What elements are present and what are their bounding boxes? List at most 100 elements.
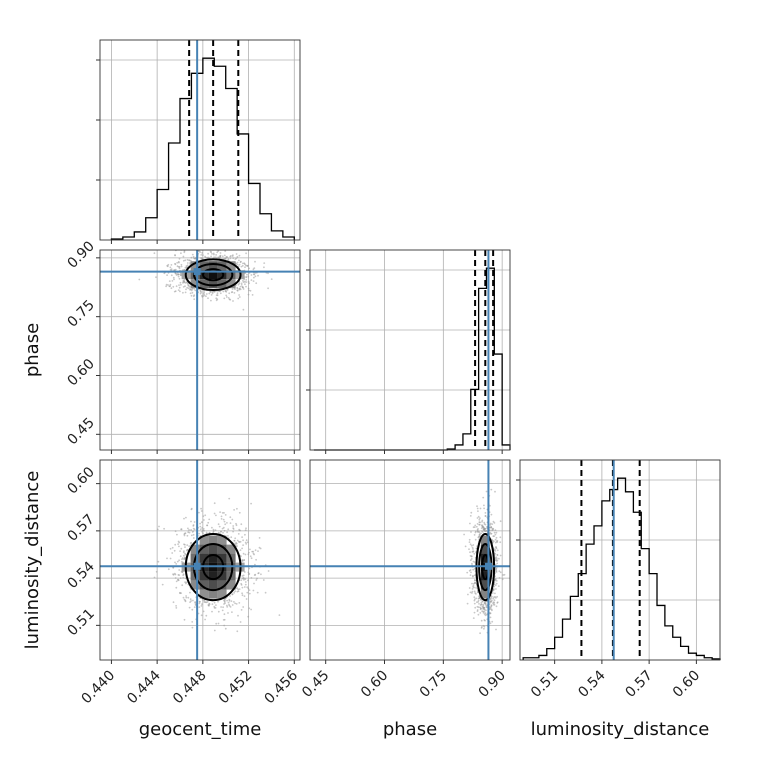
scatter-point <box>213 629 216 632</box>
scatter-point <box>495 547 498 550</box>
scatter-point <box>223 529 226 532</box>
scatter-point <box>203 599 206 602</box>
x-tick-label-luminosity_distance-1: 0.54 <box>575 667 608 700</box>
scatter-point <box>237 243 239 245</box>
scatter-point <box>178 277 181 280</box>
scatter-point <box>155 570 158 573</box>
scatter-point <box>189 292 192 295</box>
scatter-point <box>229 255 232 258</box>
scatter-point <box>493 596 495 599</box>
scatter-point <box>214 256 217 259</box>
scatter-point <box>203 291 206 294</box>
scatter-point <box>496 562 499 565</box>
scatter-point <box>483 625 486 628</box>
scatter-point <box>247 275 250 278</box>
scatter-point <box>248 282 251 285</box>
scatter-point <box>244 280 246 283</box>
scatter-point <box>251 294 254 296</box>
scatter-point <box>494 592 496 595</box>
scatter-point <box>163 527 166 530</box>
scatter-point <box>255 282 258 285</box>
x-tick-label-phase-2: 0.75 <box>417 668 450 701</box>
scatter-point <box>470 571 472 574</box>
scatter-point <box>240 284 243 286</box>
scatter-point <box>227 612 229 614</box>
scatter-point <box>255 558 257 561</box>
scatter-point <box>184 259 187 262</box>
scatter-point <box>158 525 160 528</box>
scatter-point <box>185 288 187 291</box>
scatter-point <box>479 632 481 635</box>
scatter-point <box>186 264 189 267</box>
scatter-point <box>229 522 232 524</box>
scatter-point <box>184 546 186 548</box>
scatter-point <box>238 541 241 543</box>
scatter-point <box>209 290 211 293</box>
scatter-point <box>223 520 226 523</box>
scatter-point <box>212 246 214 248</box>
scatter-point <box>170 264 173 266</box>
scatter-point <box>180 547 183 550</box>
scatter-point <box>199 528 202 531</box>
frames-layer <box>99 39 721 661</box>
scatter-point <box>223 613 226 616</box>
scatter-point <box>156 528 159 531</box>
scatter-point <box>207 521 210 524</box>
scatter-point <box>494 490 496 493</box>
scatter-point <box>184 231 186 233</box>
density-cell <box>199 535 209 545</box>
scatter-point <box>485 490 488 493</box>
scatter-point <box>476 507 479 510</box>
scatter-point <box>476 523 479 525</box>
scatter-point <box>491 538 493 541</box>
scatter-point <box>236 289 239 292</box>
scatter-point <box>473 586 475 589</box>
x-axis-label-luminosity-distance: luminosity_distance <box>531 719 710 740</box>
scatter-point <box>205 614 208 617</box>
scatter-point <box>184 285 186 288</box>
scatter-point <box>217 610 220 613</box>
scatter-point <box>240 609 243 611</box>
scatter-point <box>207 252 210 255</box>
scatter-point <box>190 600 193 602</box>
scatter-point <box>174 290 177 292</box>
scatter-point <box>241 594 244 597</box>
scatter-point <box>247 571 250 574</box>
scatter-point <box>256 591 259 594</box>
scatter-point <box>228 292 231 295</box>
scatter-point <box>198 602 201 605</box>
scatter-point <box>179 550 182 552</box>
scatter-point <box>235 541 238 544</box>
density-cell <box>208 544 218 554</box>
scatter-point <box>242 288 245 290</box>
scatter-point <box>232 257 235 260</box>
scatter-point <box>262 579 265 581</box>
scatter-point <box>469 515 472 517</box>
scatter-point <box>229 247 231 249</box>
scatter-point <box>174 543 177 546</box>
scatter-point <box>489 622 492 625</box>
scatter-point <box>227 257 230 260</box>
scatter-point <box>236 590 239 593</box>
scatter-point <box>235 524 238 527</box>
scatter-point <box>238 263 241 266</box>
density-cell <box>226 270 236 280</box>
scatter-point <box>188 545 191 548</box>
scatter-point <box>191 621 194 623</box>
scatter-point <box>245 543 248 545</box>
scatter-point <box>188 259 191 262</box>
scatter-point <box>469 551 471 554</box>
scatter-point <box>494 584 497 587</box>
scatter-point <box>249 289 252 292</box>
scatter-point <box>245 285 247 288</box>
density-cell <box>199 580 209 590</box>
scatter-point <box>244 578 247 581</box>
density-cell <box>208 580 218 590</box>
scatter-point <box>200 254 203 256</box>
scatter-point <box>231 518 234 521</box>
scatter-point <box>157 560 160 563</box>
scatter-point <box>473 526 476 528</box>
scatter-point <box>203 294 206 296</box>
scatter-point <box>183 251 186 254</box>
scatter-point <box>217 250 220 253</box>
